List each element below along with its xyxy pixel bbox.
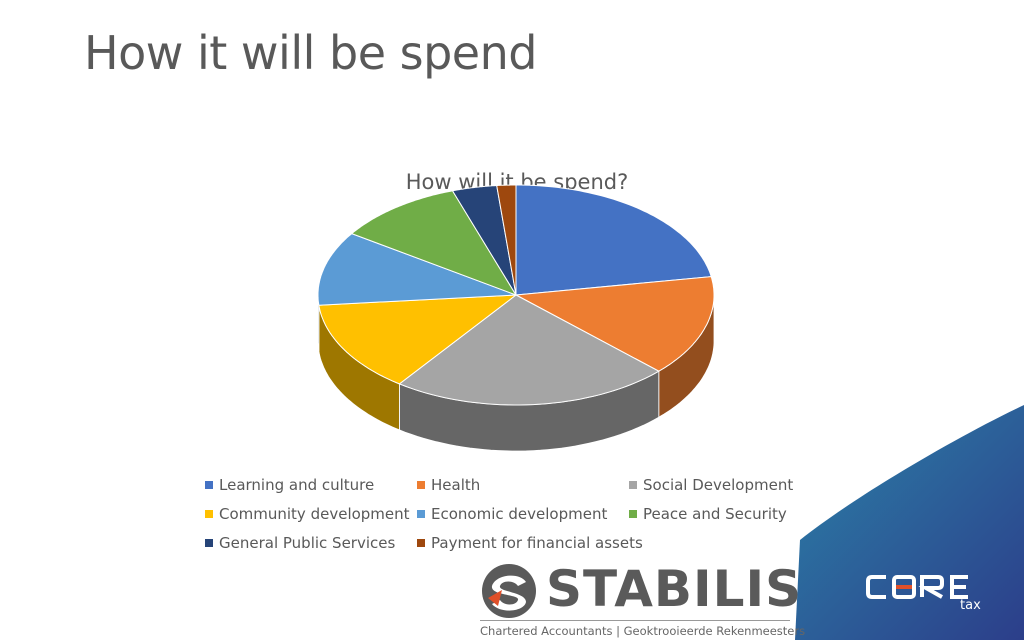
pie-slice-1 [514,276,715,372]
legend-label: Peace and Security [643,505,787,523]
stabilis-logo: STABILIS Chartered Accountants | Geoktro… [480,560,805,640]
legend-swatch [205,539,213,547]
pie-slice-7 [496,184,517,296]
legend-swatch [629,481,637,489]
stabilis-divider [480,620,790,621]
legend-label: General Public Services [219,534,396,552]
legend-label: Social Development [643,476,794,494]
legend-swatch [417,539,425,547]
pie-slice-0 [515,184,712,296]
pie-slice-6 [451,184,517,296]
legend-item: Learning and culture [205,476,417,494]
legend-item: Payment for financial assets [417,534,643,552]
chart-legend: Learning and culture Health Social Develop… [205,476,829,552]
core-tax-label: tax [960,598,981,613]
stabilis-name: STABILIS [546,560,803,618]
legend-label: Learning and culture [219,476,375,494]
pie-slice-4 [317,233,517,306]
pie-slices [317,184,715,406]
legend-swatch [417,481,425,489]
stabilis-mark-icon [482,564,536,618]
legend-swatch [417,510,425,518]
legend-item: Health [417,476,629,494]
legend-label: Health [431,476,481,494]
stabilis-tagline: Chartered Accountants | Geoktrooieerde R… [480,624,806,638]
slide-title: How it will be spend [84,26,537,80]
core-logo-icon [866,575,968,599]
pie-slice-2 [398,294,660,406]
pie-slice-5 [350,190,518,296]
legend-swatch [205,510,213,518]
legend-item: General Public Services [205,534,417,552]
legend-label: Economic development [431,505,608,523]
legend-item: Community development [205,505,417,523]
legend-label: Payment for financial assets [431,534,643,552]
legend-item: Social Development [629,476,829,494]
pie-slice-3 [318,294,518,385]
legend-swatch [629,510,637,518]
legend-label: Community development [219,505,410,523]
legend-swatch [205,481,213,489]
legend-item: Economic development [417,505,629,523]
legend-item: Peace and Security [629,505,829,523]
